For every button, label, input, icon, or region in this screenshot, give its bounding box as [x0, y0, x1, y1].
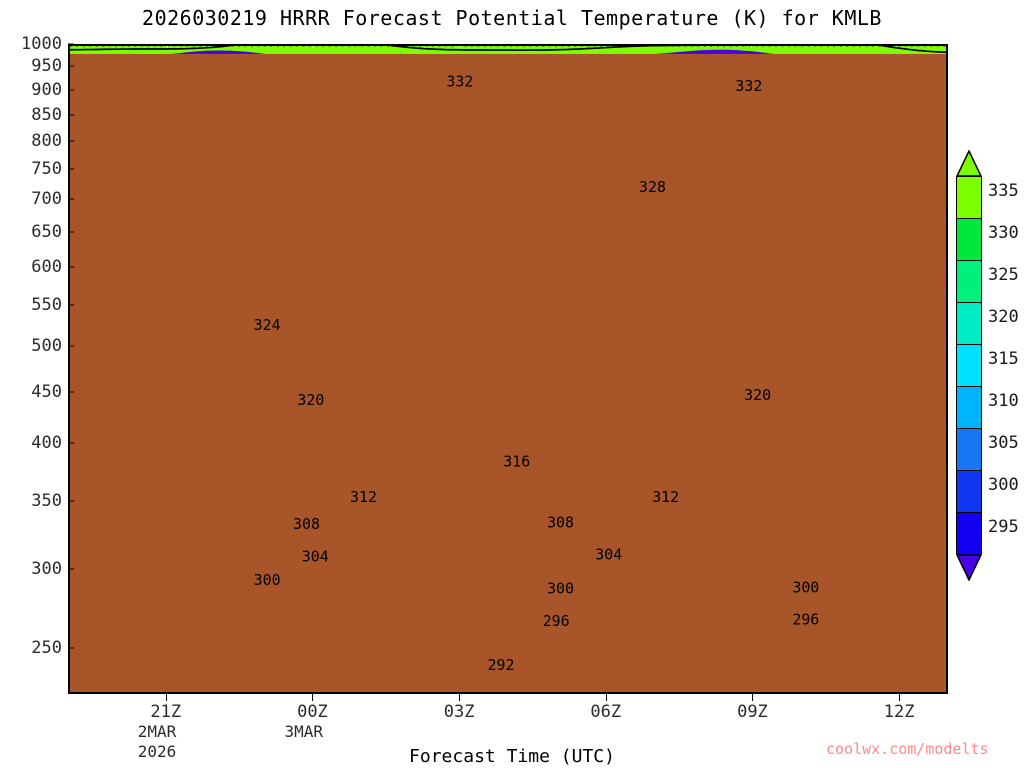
- x-axis-tick: [605, 694, 607, 701]
- svg-text:304: 304: [595, 545, 622, 563]
- plot-area[interactable]: 332 332 328 324 320 320 316 312 312 308 308 304 304 3…: [68, 44, 948, 694]
- y-axis-label: 350: [31, 491, 62, 512]
- colorbar-tick-label: 300: [988, 475, 1019, 495]
- x-axis-tick: [752, 694, 754, 701]
- svg-text:308: 308: [547, 514, 574, 532]
- y-axis-tick: [68, 114, 74, 116]
- colorbar-tick-label: 330: [988, 223, 1019, 243]
- colorbar[interactable]: [956, 150, 982, 581]
- x-axis-tick: [312, 694, 314, 701]
- y-axis-label: 250: [31, 638, 62, 659]
- colorbar-segment: [957, 177, 981, 219]
- colorbar-segment: [957, 387, 981, 429]
- x-axis-label: 21Z: [150, 702, 182, 722]
- colorbar-tick-label: 305: [988, 433, 1019, 453]
- colorbar-segment: [957, 219, 981, 261]
- svg-text:320: 320: [744, 386, 771, 404]
- colorbar-segment: [957, 471, 981, 513]
- y-axis-label: 550: [31, 294, 62, 315]
- y-axis-label: 700: [31, 189, 62, 210]
- plot-canvas: 332 332 328 324 320 320 316 312 312 308 308 304 304 3…: [70, 46, 946, 692]
- page-title: 2026030219 HRRR Forecast Potential Tempe…: [142, 6, 882, 30]
- svg-text:300: 300: [547, 580, 574, 598]
- x-axis-label: 06Z: [590, 702, 622, 722]
- x-axis-date-label: 3MAR: [284, 722, 323, 741]
- svg-text:296: 296: [792, 611, 819, 629]
- x-axis-tick: [459, 694, 461, 701]
- y-axis-label: 800: [31, 131, 62, 152]
- y-axis-label: 400: [31, 433, 62, 454]
- colorbar-tick-label: 315: [988, 349, 1019, 369]
- x-axis-year-label: 2026: [137, 742, 177, 761]
- svg-text:328: 328: [639, 178, 666, 196]
- watermark: coolwx.com/modelts: [826, 740, 989, 758]
- svg-text:300: 300: [254, 571, 281, 589]
- y-axis-tick: [68, 168, 74, 170]
- svg-text:312: 312: [652, 488, 679, 506]
- y-axis-tick: [68, 89, 74, 91]
- y-axis-tick: [68, 266, 74, 268]
- x-axis-label: 00Z: [297, 702, 328, 722]
- colorbar-tick-label: 325: [988, 265, 1019, 285]
- y-axis-label: 300: [31, 558, 62, 579]
- y-axis-tick: [68, 140, 74, 142]
- colorbar-segment: [957, 261, 981, 303]
- colorbar-over-arrow: [956, 150, 982, 177]
- svg-text:316: 316: [503, 452, 530, 470]
- y-axis-label: 850: [31, 104, 62, 125]
- colorbar-tick-label: 310: [988, 391, 1019, 411]
- y-axis-label: 650: [31, 221, 62, 242]
- y-axis-label: 1000: [21, 34, 62, 54]
- colorbar-segment: [957, 303, 981, 345]
- contour-fill-svg: 332 332 328 324 320 320 316 312 312 308 308 304 304 3…: [70, 46, 946, 692]
- svg-text:304: 304: [302, 547, 329, 565]
- x-axis-tick: [899, 694, 901, 701]
- svg-text:308: 308: [293, 515, 320, 533]
- svg-text:320: 320: [297, 391, 324, 409]
- colorbar-tick-label: 320: [988, 307, 1019, 327]
- y-axis-tick: [68, 304, 74, 305]
- y-axis-tick: [68, 345, 74, 347]
- colorbar-tick-label: 335: [988, 181, 1019, 201]
- y-axis-tick: [68, 43, 74, 45]
- svg-text:332: 332: [735, 77, 762, 95]
- x-axis-label: 03Z: [443, 702, 475, 722]
- y-axis-label: 450: [31, 381, 62, 402]
- svg-text:332: 332: [446, 73, 473, 91]
- colorbar-tick-label: 295: [988, 517, 1019, 537]
- y-axis-label: 900: [31, 79, 62, 100]
- svg-text:300: 300: [792, 578, 819, 596]
- y-axis-tick: [68, 391, 74, 393]
- colorbar-under-arrow: [956, 554, 982, 581]
- colorbar-segment: [957, 345, 981, 387]
- x-axis-date-label: 2MAR: [137, 722, 177, 741]
- y-axis-label: 750: [31, 159, 62, 180]
- svg-text:324: 324: [254, 316, 281, 334]
- y-axis-label: 500: [31, 336, 62, 357]
- colorbar-body: [956, 176, 982, 555]
- svg-text:296: 296: [543, 612, 570, 630]
- y-axis-label: 950: [31, 56, 62, 77]
- svg-text:312: 312: [350, 488, 377, 506]
- colorbar-segment: [957, 429, 981, 471]
- y-axis-tick: [68, 231, 74, 233]
- y-axis-tick: [68, 198, 74, 200]
- y-axis-tick: [68, 568, 74, 570]
- x-axis-label: 12Z: [883, 702, 915, 722]
- svg-text:292: 292: [488, 656, 515, 674]
- x-axis-title: Forecast Time (UTC): [409, 746, 615, 767]
- y-axis: 250 300 350 400 450 500 550 600 650 700 750 800 850 9…: [0, 34, 62, 694]
- colorbar-segment: [957, 513, 981, 555]
- y-axis-tick: [68, 442, 74, 444]
- x-axis-tick: [165, 694, 167, 701]
- y-axis-tick: [68, 65, 74, 67]
- x-axis-label: 09Z: [737, 702, 768, 722]
- y-axis-tick: [68, 647, 74, 649]
- y-axis-label: 600: [31, 256, 62, 277]
- y-axis-tick: [68, 500, 74, 502]
